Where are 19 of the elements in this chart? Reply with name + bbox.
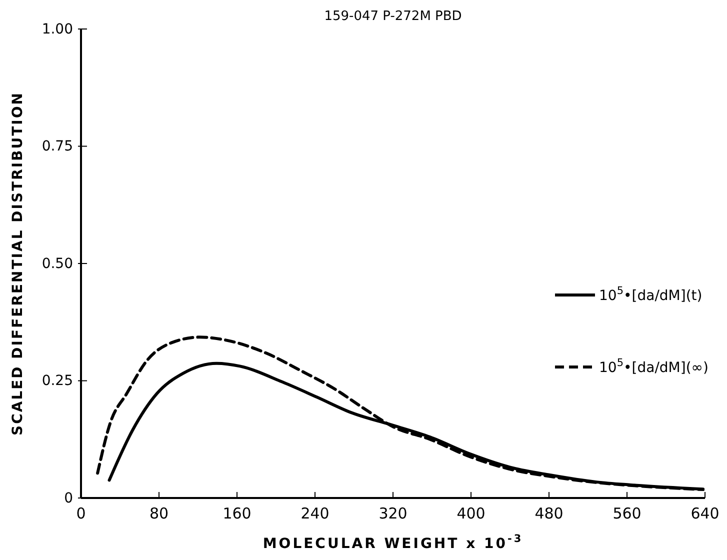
y-tick-label: 0.50 (42, 256, 73, 272)
x-tick-label: 240 (300, 504, 330, 523)
x-tick-label: 640 (690, 504, 720, 523)
legend-label: 10$^{5}$•[da/dM](∞) (599, 357, 708, 376)
chart-title: 159-047 P-272M PBD (324, 9, 462, 24)
y-tick-label: 0.25 (42, 373, 73, 390)
legend-label: 10$^{5}$•[da/dM](t) (599, 285, 702, 304)
y-tick-label: 0.75 (42, 138, 73, 155)
x-tick-label: 560 (612, 504, 642, 523)
y-tick-label: 0 (64, 490, 73, 506)
x-axis-title: MOLECULAR WEIGHT x 10$^{-3}$ (262, 533, 524, 552)
x-tick-label: 320 (378, 504, 408, 523)
y-tick-label: 1.00 (42, 21, 73, 38)
y-axis-title: SCALED DIFFERENTIAL DISTRIBUTION (10, 91, 26, 436)
x-tick-label: 0 (76, 504, 86, 523)
x-tick-label: 160 (222, 504, 252, 523)
x-tick-label: 400 (456, 504, 486, 523)
x-tick-label: 80 (149, 504, 169, 523)
x-tick-label: 480 (534, 504, 564, 523)
